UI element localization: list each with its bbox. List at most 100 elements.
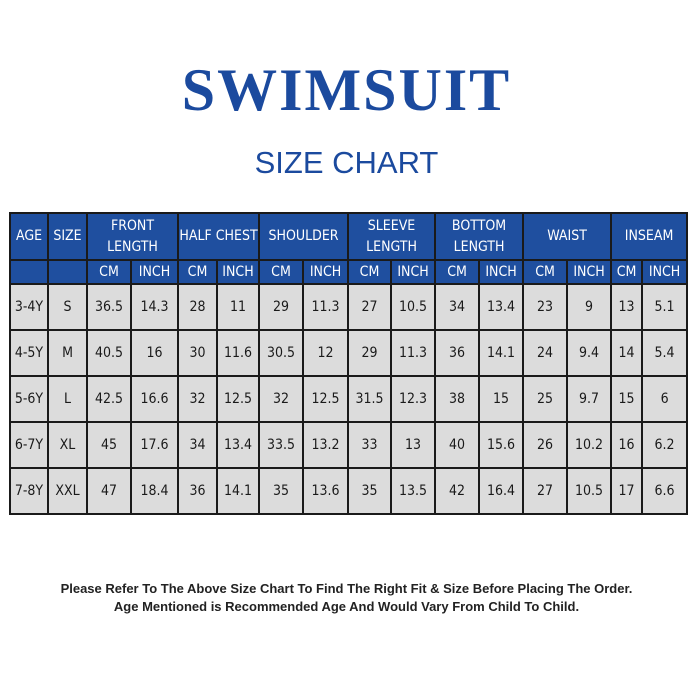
table-cell: 33.5 (258, 421, 305, 469)
table-cell: 13.4 (478, 283, 525, 331)
table-cell: 23 (522, 283, 569, 331)
table-row: 5-6Y L 42.5 16.6 32 12.5 32 12.5 31.5 12.3 38 15 25 9… (9, 375, 689, 423)
unit-header: INCH (566, 259, 613, 285)
column-header: INSEAM (610, 212, 689, 261)
table-cell: 36 (434, 329, 481, 377)
unit-header: INCH (215, 259, 261, 285)
column-header: SHOULDER (258, 212, 350, 261)
column-header: FRONT LENGTH (86, 212, 179, 261)
table-cell: 12.5 (215, 375, 261, 423)
column-header: WAIST (522, 212, 613, 261)
table-cell: 3-4Y (9, 283, 49, 331)
table-cell: 32 (258, 375, 305, 423)
table-cell: 14.3 (130, 283, 179, 331)
table-cell: 10.5 (390, 283, 437, 331)
table-cell: 6.6 (641, 467, 689, 515)
unit-header: CM (177, 259, 218, 285)
column-header: BOTTOM LENGTH (434, 212, 525, 261)
table-cell: 27 (347, 283, 393, 331)
table-cell: 14 (610, 329, 644, 377)
column-header: HALF CHEST (176, 212, 261, 261)
table-cell: 36.5 (86, 283, 132, 331)
table-cell: 36 (177, 467, 218, 515)
unit-header: INCH (390, 259, 437, 285)
table-cell: 13.2 (302, 421, 350, 469)
table-cell: 13.4 (215, 421, 261, 469)
unit-header: CM (434, 259, 481, 285)
table-cell: 34 (434, 283, 481, 331)
table-cell: 29 (258, 283, 305, 331)
table-cell: 26 (522, 421, 569, 469)
table-cell: 40.5 (86, 329, 132, 377)
table-row: 3-4Y S 36.5 14.3 28 11 29 11.3 27 10.5 34 13.4 23 9 13… (9, 283, 689, 331)
table-cell: 6.2 (641, 421, 689, 469)
table-cell: 35 (347, 467, 393, 515)
table-cell: 47 (86, 467, 132, 515)
note-fit: Please Refer To The Above Size Chart To … (60, 581, 633, 596)
table-cell: 10.5 (566, 467, 613, 515)
page-title: SWIMSUIT (181, 57, 512, 123)
table-cell: L (47, 375, 88, 423)
table-cell: 30.5 (258, 329, 305, 377)
table-row: 4-5Y M 40.5 16 30 11.6 30.5 12 29 11.3 36 14.1 24 9.4… (9, 329, 689, 377)
unit-header-empty (9, 259, 49, 285)
unit-header: CM (86, 259, 132, 285)
table-cell: 24 (522, 329, 569, 377)
table-cell: 25 (522, 375, 569, 423)
table-cell: 40 (434, 421, 481, 469)
page-subtitle: SIZE CHART (254, 145, 439, 180)
table-cell: 27 (522, 467, 569, 515)
table-row: 7-8Y XXL 47 18.4 36 14.1 35 13.6 35 13.5 42 16.4 27 1… (9, 467, 689, 515)
table-cell: 12 (302, 329, 350, 377)
table-cell: XXL (47, 467, 88, 515)
table-cell: 6 (641, 375, 689, 423)
table-cell: 34 (177, 421, 218, 469)
table-cell: 11.3 (390, 329, 437, 377)
column-header: AGE (9, 212, 49, 261)
table-cell: 16.6 (130, 375, 179, 423)
table-cell: 13.6 (302, 467, 350, 515)
unit-header: INCH (641, 259, 689, 285)
unit-header: CM (522, 259, 569, 285)
table-cell: S (47, 283, 88, 331)
table-cell: 13 (610, 283, 644, 331)
table-cell: 28 (177, 283, 218, 331)
table-cell: 33 (347, 421, 393, 469)
table-cell: 12.5 (302, 375, 350, 423)
table-cell: 4-5Y (9, 329, 49, 377)
table-cell: 15.6 (478, 421, 525, 469)
unit-header: INCH (478, 259, 525, 285)
table-cell: 32 (177, 375, 218, 423)
table-cell: 16.4 (478, 467, 525, 515)
table-cell: 5.4 (641, 329, 689, 377)
table-cell: 15 (610, 375, 644, 423)
column-header: SLEEVE LENGTH (347, 212, 437, 261)
unit-header: INCH (130, 259, 179, 285)
unit-header: CM (610, 259, 644, 285)
column-header: SIZE (47, 212, 88, 261)
table-cell: 13.5 (390, 467, 437, 515)
unit-header: INCH (302, 259, 350, 285)
table-cell: 15 (478, 375, 525, 423)
table-cell: 9.7 (566, 375, 613, 423)
table-cell: 38 (434, 375, 481, 423)
table-cell: M (47, 329, 88, 377)
table-cell: 14.1 (215, 467, 261, 515)
table-cell: 9 (566, 283, 613, 331)
table-cell: 7-8Y (9, 467, 49, 515)
unit-header: CM (258, 259, 305, 285)
table-cell: 29 (347, 329, 393, 377)
table-cell: 16 (610, 421, 644, 469)
table-cell: 35 (258, 467, 305, 515)
table-cell: 14.1 (478, 329, 525, 377)
table-cell: 11.3 (302, 283, 350, 331)
table-cell: 5.1 (641, 283, 689, 331)
table-cell: 11.6 (215, 329, 261, 377)
table-cell: 6-7Y (9, 421, 49, 469)
table-cell: 17.6 (130, 421, 179, 469)
note-age: Age Mentioned is Recommended Age And Wou… (113, 599, 580, 614)
table-cell: 12.3 (390, 375, 437, 423)
table-cell: 42 (434, 467, 481, 515)
table-cell: 16 (130, 329, 179, 377)
table-cell: 5-6Y (9, 375, 49, 423)
